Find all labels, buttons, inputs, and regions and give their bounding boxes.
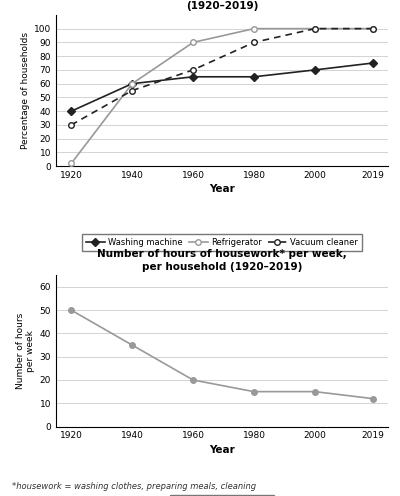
Text: *housework = washing clothes, preparing meals, cleaning: *housework = washing clothes, preparing …: [12, 482, 256, 491]
Title: Percentage of households with electrical appliances
(1920–2019): Percentage of households with electrical…: [68, 0, 376, 11]
Y-axis label: Number of hours
per week: Number of hours per week: [16, 313, 36, 389]
Y-axis label: Percentage of households: Percentage of households: [21, 32, 30, 149]
Title: Number of hours of housework* per week,
per household (1920–2019): Number of hours of housework* per week, …: [97, 249, 347, 272]
X-axis label: Year: Year: [209, 184, 235, 194]
Legend: Washing machine, Refrigerator, Vacuum cleaner: Washing machine, Refrigerator, Vacuum cl…: [82, 234, 362, 251]
X-axis label: Year: Year: [209, 444, 235, 455]
Legend: Hours per week: Hours per week: [170, 495, 274, 496]
